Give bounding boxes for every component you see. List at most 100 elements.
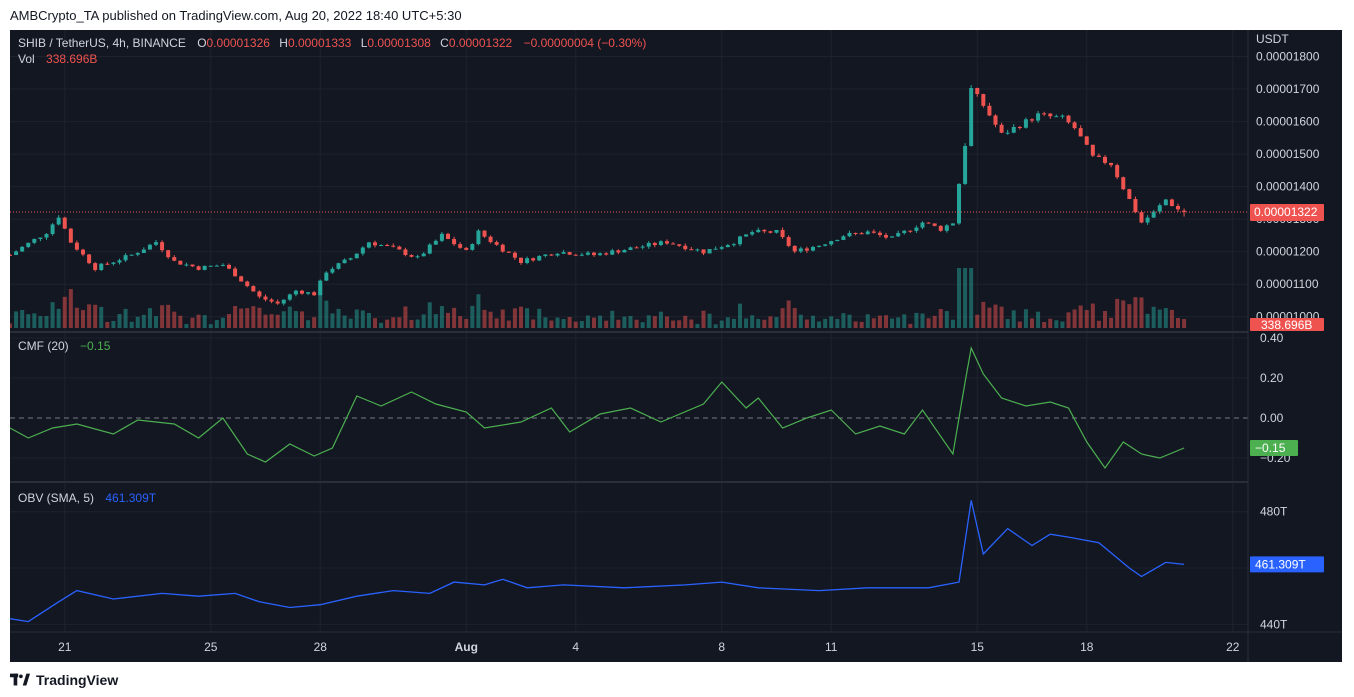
candle-body xyxy=(914,227,919,231)
volume-bar xyxy=(342,315,347,328)
candle-body xyxy=(908,230,913,232)
volume-bar xyxy=(1121,300,1126,328)
candle-body xyxy=(1090,144,1095,156)
candle-body xyxy=(354,253,359,259)
candle-body xyxy=(1109,162,1114,166)
time-tick-label: Aug xyxy=(455,640,478,654)
candle-body xyxy=(293,290,298,295)
candle-body xyxy=(871,231,876,233)
volume-bar xyxy=(245,308,250,328)
volume-bar xyxy=(269,314,274,328)
candle-body xyxy=(160,242,165,251)
candle-body xyxy=(433,240,438,245)
volume-bar xyxy=(482,309,487,328)
volume-bar xyxy=(251,306,256,328)
volume-bar xyxy=(1127,304,1132,328)
cmf-tick-label: 0.20 xyxy=(1260,371,1284,385)
cmf-tick-label: 0.40 xyxy=(1260,331,1284,345)
candle-body xyxy=(987,105,992,116)
candle-body xyxy=(604,253,609,255)
candle-body xyxy=(531,258,536,261)
volume-bar xyxy=(439,306,444,328)
candle-body xyxy=(1127,189,1132,200)
volume-legend[interactable]: Vol 338.696B xyxy=(18,52,97,66)
candle-body xyxy=(719,247,724,249)
volume-bar xyxy=(1096,320,1101,328)
high-value: 0.00001333 xyxy=(288,36,352,50)
volume-bar xyxy=(379,322,384,328)
candle-body xyxy=(555,253,560,256)
volume-bar xyxy=(44,316,49,328)
cmf-line xyxy=(9,346,1185,470)
volume-bar xyxy=(62,296,67,328)
candle-body xyxy=(1048,113,1053,117)
volume-bar xyxy=(902,314,907,328)
volume-bar xyxy=(184,324,189,328)
chart-panel[interactable]: SHIB / TetherUS, 4h, BINANCE O0.00001326… xyxy=(8,30,1342,662)
volume-bar xyxy=(1030,318,1034,328)
price-tick-label: 0.00001400 xyxy=(1256,180,1320,194)
volume-bar xyxy=(500,309,505,328)
volume-bar xyxy=(1005,319,1010,328)
candle-body xyxy=(829,241,834,245)
candle-body xyxy=(281,299,286,304)
candle-body xyxy=(196,266,201,270)
time-tick-label: 15 xyxy=(971,640,985,654)
volume-tag-text: 338.696B xyxy=(1261,318,1312,332)
volume-bar xyxy=(1060,321,1065,328)
volume-bar xyxy=(823,318,828,328)
candle-body xyxy=(981,94,986,106)
candle-body xyxy=(701,249,706,254)
candle-body xyxy=(932,223,937,226)
obv-line xyxy=(9,500,1185,623)
volume-bar xyxy=(969,268,974,328)
candle-body xyxy=(920,222,925,228)
volume-bar xyxy=(506,320,511,328)
chart-svg[interactable]: SHIB / TetherUS, 4h, BINANCE O0.00001326… xyxy=(8,30,1342,662)
volume-bar xyxy=(1017,321,1022,328)
tradingview-footer[interactable]: TradingView xyxy=(10,672,118,688)
cmf-legend[interactable]: CMF (20) −0.15 xyxy=(18,339,111,353)
volume-bar xyxy=(762,319,767,328)
obv-legend[interactable]: OBV (SMA, 5) 461.309T xyxy=(18,491,157,505)
volume-bar xyxy=(604,320,609,328)
volume-bar xyxy=(683,315,688,328)
volume-bar xyxy=(585,315,590,328)
volume-bar xyxy=(1078,305,1083,328)
volume-bar xyxy=(665,316,669,328)
volume-bar xyxy=(1157,309,1162,328)
price-candles[interactable] xyxy=(8,85,1187,306)
candle-body xyxy=(512,252,517,258)
candle-body xyxy=(300,290,304,294)
candle-body xyxy=(14,251,19,255)
symbol-legend[interactable]: SHIB / TetherUS, 4h, BINANCE O0.00001326… xyxy=(18,36,646,50)
candle-body xyxy=(458,244,463,248)
volume-bar xyxy=(202,315,207,328)
price-tick-label: 0.00001600 xyxy=(1256,115,1320,129)
candle-body xyxy=(342,259,347,264)
volume-bar xyxy=(117,313,122,328)
volume-bar xyxy=(640,322,645,328)
volume-bar xyxy=(877,315,882,328)
candle-body xyxy=(549,254,554,256)
volume-bar xyxy=(190,317,195,328)
candle-body xyxy=(74,242,79,250)
time-tick-label: 22 xyxy=(1226,640,1240,654)
volume-bar xyxy=(774,317,779,328)
candle-body xyxy=(573,254,578,256)
volume-bar xyxy=(141,314,146,328)
volume-bar xyxy=(549,320,554,328)
volume-bar xyxy=(87,304,92,328)
candle-body xyxy=(811,246,815,251)
candle-body xyxy=(178,260,183,265)
candle-body xyxy=(1103,156,1107,163)
time-tick-label: 28 xyxy=(314,640,328,654)
candle-body xyxy=(251,286,256,292)
candle-body xyxy=(1157,205,1162,212)
candle-body xyxy=(652,242,657,246)
obv-axis-ticks[interactable]: 480T 440T xyxy=(1260,505,1288,632)
volume-bar xyxy=(811,315,815,328)
time-axis-ticks[interactable]: 21 25 28 Aug 4 8 11 15 18 22 xyxy=(58,640,1240,654)
price-axis-ticks[interactable]: 0.00001800 0.00001700 0.00001600 0.00001500… xyxy=(1256,50,1320,324)
candle-body xyxy=(938,225,943,231)
